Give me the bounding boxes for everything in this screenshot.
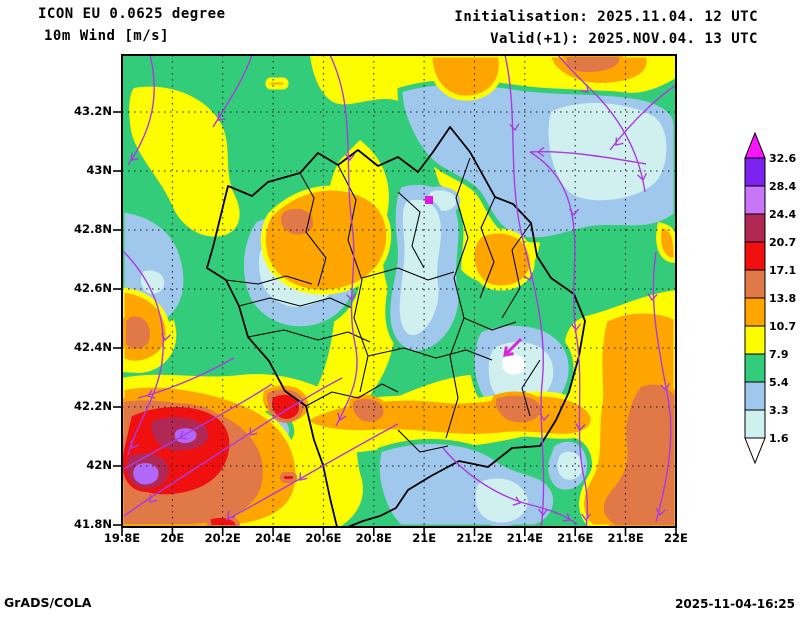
colorbar-box	[744, 185, 766, 215]
colorbar-box	[744, 269, 766, 299]
country-borders	[206, 126, 586, 527]
x-tick-label: 19.8E	[103, 531, 141, 545]
x-tick-label: 21.8E	[607, 531, 644, 545]
wind-band-violet	[130, 425, 200, 488]
colorbar-box	[744, 157, 766, 187]
x-tick-label: 20.8E	[355, 531, 392, 545]
x-tick-label: 20.2E	[204, 531, 241, 545]
initialisation-label: Initialisation: 2025.11.04. 12 UTC	[454, 9, 758, 25]
x-tick-label: 21.4E	[506, 531, 543, 545]
colorbar-box	[744, 353, 766, 383]
colorbar-value-label: 13.8	[769, 292, 796, 305]
x-tick-label: 20E	[160, 531, 185, 545]
colorbar-value-label: 20.7	[769, 236, 796, 249]
y-tick-label: 42.2N	[74, 399, 112, 413]
y-tick-label: 41.8N	[74, 517, 112, 531]
colorbar-box	[744, 213, 766, 243]
colorbar-legend: 32.6 28.4 24.4 20.7 17.1 13.8 10.7 7.9 5.4 3.3 1.6	[744, 131, 796, 465]
colorbar-box	[744, 297, 766, 327]
x-tick-label: 21.6E	[557, 531, 594, 545]
colorbar-value-label: 32.6	[769, 152, 796, 165]
model-title: ICON EU 0.0625 degree	[38, 6, 226, 22]
colorbar-value-label: 5.4	[769, 376, 789, 389]
y-tick-label: 42N	[86, 458, 112, 472]
x-tick-label: 20.4E	[254, 531, 292, 545]
y-tick-label: 43N	[86, 163, 112, 177]
wind-streamlines	[122, 55, 676, 527]
x-tick-label: 22E	[664, 531, 688, 545]
axis-ticks	[113, 111, 677, 536]
map-canvas	[113, 54, 677, 536]
colorbar-value-label: 24.4	[769, 208, 796, 221]
credit-label: GrADS/COLA	[4, 595, 92, 610]
colorbar-value-label: 28.4	[769, 180, 796, 193]
map-frame	[121, 54, 677, 528]
x-tick-label: 20.6E	[305, 531, 342, 545]
parameter-title: 10m Wind [m/s]	[44, 28, 170, 44]
valid-label: Valid(+1): 2025.NOV.04. 13 UTC	[490, 31, 758, 47]
colorbar-value-label: 3.3	[769, 404, 789, 417]
x-tick-label: 21.2E	[456, 531, 493, 545]
colorbar-value-label: 7.9	[769, 348, 789, 361]
colorbar-box	[744, 325, 766, 355]
colorbar-box	[744, 381, 766, 411]
colorbar-above-max-arrow	[744, 131, 766, 159]
y-tick-label: 42.4N	[74, 340, 112, 354]
colorbar-below-min-arrow	[744, 437, 766, 465]
y-tick-label: 42.8N	[74, 222, 112, 236]
x-tick-label: 21E	[412, 531, 437, 545]
colorbar-value-label: 1.6	[769, 432, 789, 445]
colorbar-box	[744, 409, 766, 439]
colorbar-value-label: 17.1	[769, 264, 796, 277]
y-tick-label: 43.2N	[74, 104, 112, 118]
colorbar-value-label: 10.7	[769, 320, 796, 333]
y-tick-label: 42.6N	[74, 281, 112, 295]
station-marker	[425, 196, 433, 204]
colorbar-box	[744, 241, 766, 271]
run-info: Initialisation: 2025.11.04. 12 UTC Valid…	[454, 6, 758, 50]
timestamp-label: 2025-11-04-16:25	[675, 597, 795, 611]
